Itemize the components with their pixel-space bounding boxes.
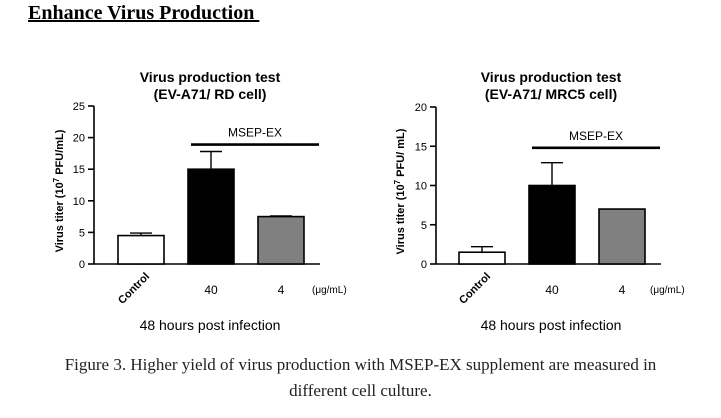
page-heading: Enhance Virus Production xyxy=(28,2,260,24)
x-axis-title: 48 hours post infection xyxy=(140,317,281,333)
chart-1: Virus production test(EV-A71/ RD cell) 0 5… xyxy=(52,69,347,333)
chart-subtitle: (EV-A71/ MRC5 cell) xyxy=(485,86,617,102)
chart-title: Virus production test xyxy=(481,69,622,85)
y-tick-label: 10 xyxy=(415,181,427,193)
y-axis-label: Virus titer (107 PFU/ mL) xyxy=(393,128,407,254)
bar-40 xyxy=(187,168,235,265)
y-tick-label: 0 xyxy=(79,259,85,271)
y-tick-label: 0 xyxy=(421,259,427,271)
x-tick-label: 40 xyxy=(204,283,218,297)
x-tick-label: 4 xyxy=(619,283,626,297)
y-axis-label-exponent: 7 xyxy=(393,179,402,184)
y-tick-label: 15 xyxy=(73,164,85,176)
y-tick-label: 20 xyxy=(415,102,427,114)
y-tick-label: 25 xyxy=(73,101,85,113)
bar-4 xyxy=(257,215,305,265)
bar-control xyxy=(117,234,165,265)
y-tick-label: 15 xyxy=(415,141,427,153)
y-axis-label-main: Virus titer (10 xyxy=(54,182,66,252)
x-tick-label: 4 xyxy=(278,283,285,297)
x-tick-label: Control xyxy=(116,271,152,307)
caption-line-1: Figure 3. Higher yield of virus producti… xyxy=(64,355,657,374)
unit-label: (μg/mL) xyxy=(312,285,347,296)
chart-subtitle: (EV-A71/ RD cell) xyxy=(154,86,267,102)
bar-4 xyxy=(598,208,646,265)
y-axis-label-unit: PFU/ mL) xyxy=(395,128,407,180)
y-tick-label: 20 xyxy=(73,133,85,145)
msep-ex-label: MSEP-EX xyxy=(569,129,623,143)
x-axis-title: 48 hours post infection xyxy=(481,317,622,333)
chart-2: Virus production test(EV-A71/ MRC5 cell)… xyxy=(393,69,685,333)
msep-ex-label: MSEP-EX xyxy=(228,126,282,140)
y-axis-label-main: Virus titer (10 xyxy=(395,184,407,254)
y-tick-label: 5 xyxy=(79,227,85,239)
unit-label: (μg/mL) xyxy=(650,285,685,296)
y-axis-label: Virus titer (107 PFU/mL) xyxy=(52,129,66,252)
y-axis-label-unit: PFU/mL) xyxy=(54,129,66,178)
y-tick-label: 5 xyxy=(421,220,427,232)
figure-caption: Figure 3. Higher yield of virus producti… xyxy=(20,352,701,404)
x-tick-label: 40 xyxy=(545,283,559,297)
bar-control xyxy=(458,251,506,265)
y-tick-label: 10 xyxy=(73,196,85,208)
caption-line-2: different cell culture. xyxy=(289,381,432,400)
bar-40 xyxy=(528,184,576,265)
y-axis-label-exponent: 7 xyxy=(52,177,61,182)
chart-title: Virus production test xyxy=(140,69,281,85)
x-tick-label: Control xyxy=(457,271,493,307)
